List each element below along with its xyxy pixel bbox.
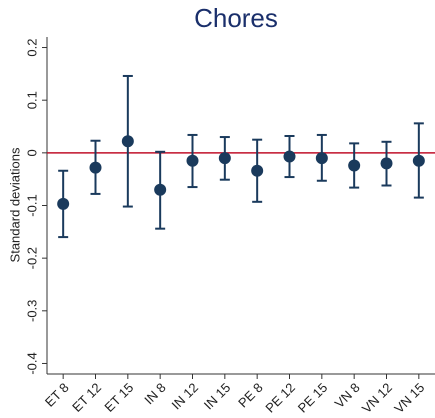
point bbox=[89, 161, 102, 174]
x-tick-label: VN 15 bbox=[391, 380, 427, 416]
x-tick-label: IN 15 bbox=[201, 380, 234, 413]
y-tick-label: -0.2 bbox=[24, 247, 39, 269]
x-tick-label: IN 8 bbox=[141, 380, 168, 407]
x-tick-label: ET 12 bbox=[69, 380, 104, 415]
point bbox=[121, 135, 134, 148]
x-tick-label: ET 8 bbox=[42, 380, 72, 410]
point bbox=[186, 154, 199, 167]
y-axis-label: Standard deviations bbox=[7, 147, 22, 262]
chart-title: Chores bbox=[194, 3, 278, 33]
y-tick-label: 0.1 bbox=[24, 91, 39, 109]
y-tick-label: 0.2 bbox=[24, 38, 39, 56]
x-tick-label: IN 12 bbox=[168, 380, 201, 413]
x-tick-label: PE 15 bbox=[295, 380, 331, 416]
x-tick-label: VN 12 bbox=[359, 380, 395, 416]
y-tick-label: -0.1 bbox=[24, 194, 39, 216]
y-tick-label: -0.3 bbox=[24, 300, 39, 322]
point bbox=[154, 183, 167, 196]
point bbox=[283, 150, 296, 163]
point bbox=[380, 157, 393, 170]
point bbox=[315, 152, 328, 165]
point bbox=[348, 159, 361, 172]
x-tick-label: VN 8 bbox=[332, 380, 363, 411]
point bbox=[57, 197, 70, 210]
y-tick-label: 0 bbox=[24, 149, 39, 156]
y-tick-label: -0.4 bbox=[24, 352, 39, 374]
x-tick-label: ET 15 bbox=[101, 380, 136, 415]
x-tick-label: PE 8 bbox=[235, 380, 266, 411]
point bbox=[412, 154, 425, 167]
point bbox=[251, 164, 264, 177]
x-tick-label: PE 12 bbox=[262, 380, 298, 416]
point bbox=[218, 152, 231, 165]
